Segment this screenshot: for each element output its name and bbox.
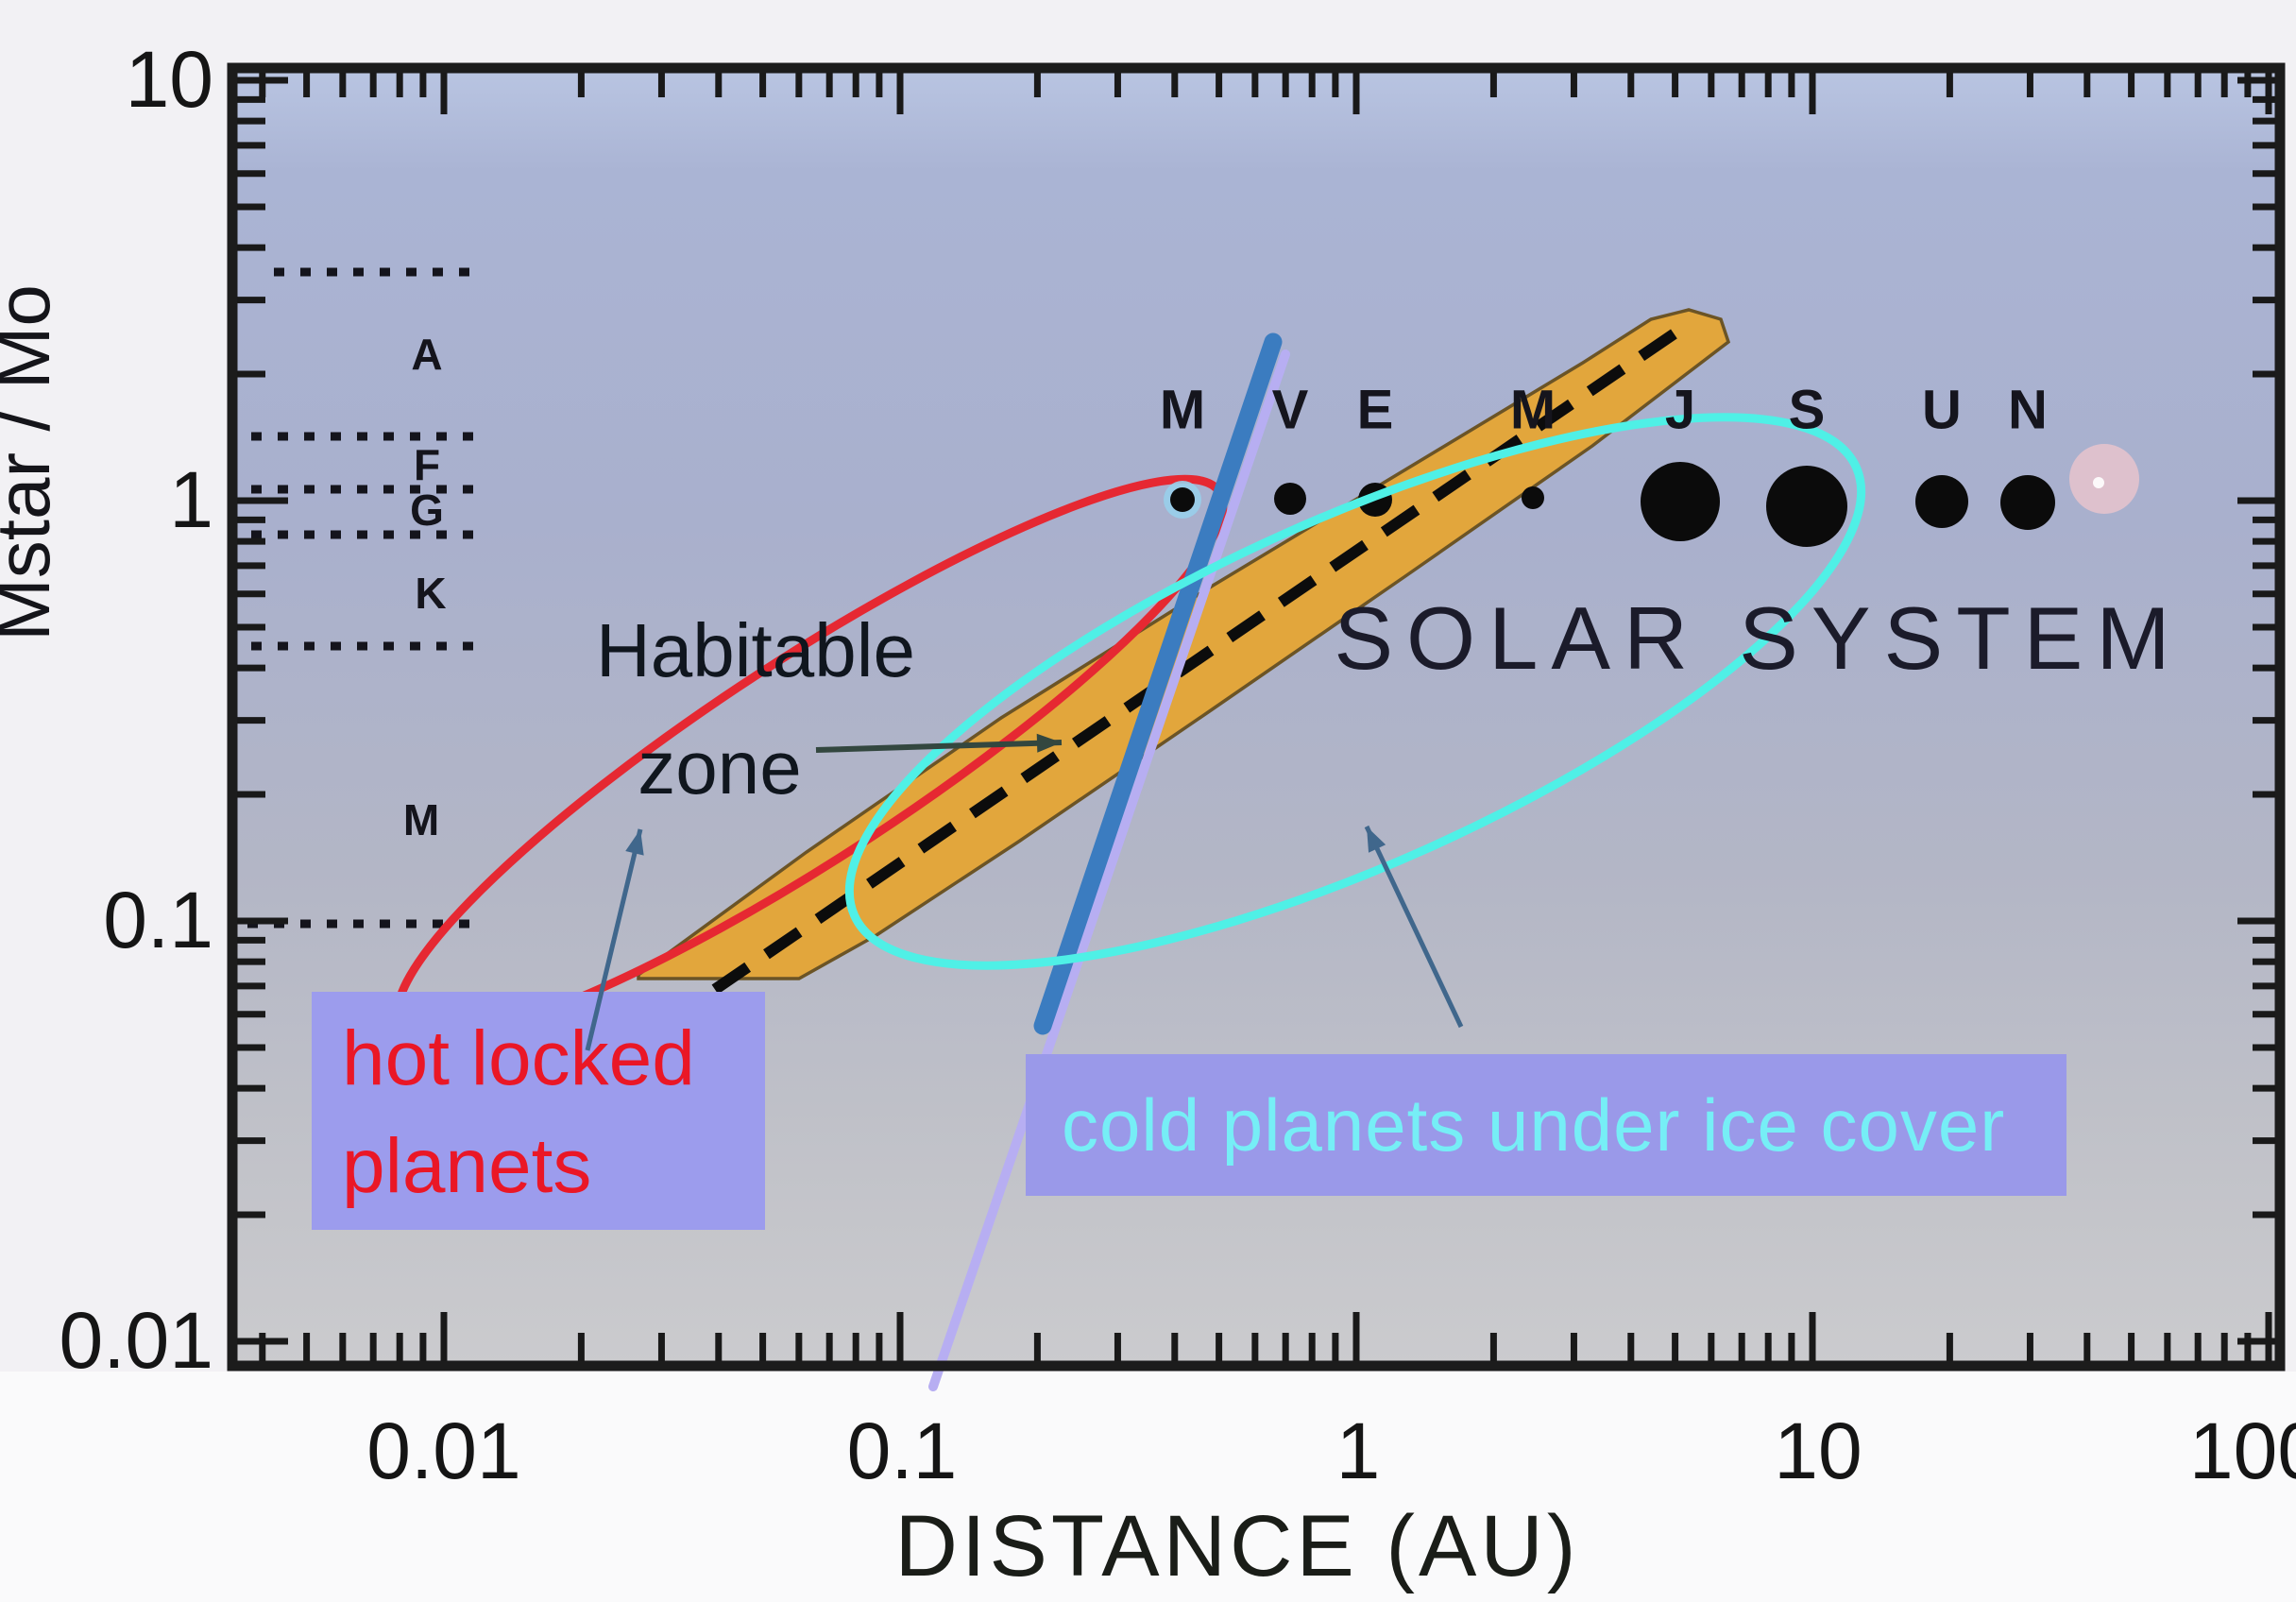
plot-frame bbox=[227, 62, 2286, 1372]
pale-pink-blob bbox=[2069, 444, 2139, 514]
spectral-class-label-K: K bbox=[415, 569, 446, 618]
cold-ice-arrow-shaft bbox=[1364, 825, 1464, 1029]
habitable-zone-arrow-head bbox=[1036, 733, 1062, 753]
hot-locked-arrow-head bbox=[625, 829, 644, 856]
y-tick-label-0.1: 0.1 bbox=[103, 876, 213, 964]
planet-letter-mars: M bbox=[1510, 380, 1556, 441]
y-tick-label-10: 10 bbox=[126, 35, 213, 124]
planet-letter-neptune: N bbox=[2008, 380, 2048, 441]
y-tick-label-1: 1 bbox=[169, 455, 213, 544]
solar-system-label: SOLAR SYSTEM bbox=[1334, 588, 2183, 688]
planet-dot-uranus bbox=[1915, 475, 1968, 528]
planet-letter-venus: V bbox=[1272, 380, 1309, 441]
habitable-zone-label-line1: Habitable bbox=[596, 608, 915, 692]
planet-letter-saturn: S bbox=[1789, 380, 1826, 441]
bottom-margin bbox=[0, 1372, 2296, 1602]
habitable-zone-label-line2: zone bbox=[638, 725, 801, 810]
blue-line bbox=[1033, 332, 1283, 1035]
habitable-zone-arrow-shaft bbox=[815, 740, 1063, 753]
diagonal-lines-layer bbox=[928, 332, 1290, 1391]
planet-letter-jupiter: J bbox=[1665, 380, 1695, 441]
x-tick-label-1: 1 bbox=[1336, 1406, 1381, 1495]
x-tick-label-0.1: 0.1 bbox=[847, 1406, 958, 1495]
x-tick-label-10: 10 bbox=[1774, 1406, 1862, 1495]
hot-locked-label-line1: hot locked bbox=[342, 1015, 695, 1101]
planet-dot-venus bbox=[1274, 483, 1306, 515]
x-tick-label-0.01: 0.01 bbox=[366, 1406, 521, 1495]
cold-ice-ellipse-layer bbox=[844, 413, 1866, 970]
cold-ice-ellipse bbox=[844, 413, 1866, 970]
spectral-class-label-G: G bbox=[410, 486, 444, 535]
x-tick-label-100: 100 bbox=[2189, 1406, 2296, 1495]
habitable-zone-pointer-arrow bbox=[815, 733, 1063, 753]
planet-letter-uranus: U bbox=[1922, 380, 1962, 441]
y-tick-label-0.01: 0.01 bbox=[60, 1296, 214, 1385]
planet-dot-neptune bbox=[2000, 475, 2055, 530]
hot-locked-label-line2: planets bbox=[342, 1123, 591, 1209]
cold-ice-label: cold planets under ice cover bbox=[1062, 1083, 2005, 1167]
hot-locked-callout-box bbox=[312, 992, 765, 1230]
y-axis-title: Mstar / Mo bbox=[0, 284, 65, 641]
planet-dot-saturn bbox=[1766, 466, 1847, 547]
spectral-boundary-lines: A FGK M bbox=[247, 267, 478, 929]
spectral-class-label-F: F bbox=[414, 440, 440, 489]
pale-pink-blob-speck bbox=[2093, 477, 2104, 488]
axes-layer: 0.01 0.1 1 10 100 10 1 0.1 0.01 bbox=[60, 35, 2296, 1495]
cold-ice-arrow-head bbox=[1367, 827, 1386, 853]
planet-dot-mercury bbox=[1170, 487, 1195, 512]
planet-dot-jupiter bbox=[1641, 462, 1720, 541]
planet-letter-earth: E bbox=[1357, 380, 1394, 441]
spectral-class-label-A: A bbox=[411, 330, 442, 379]
lavender-line bbox=[928, 349, 1290, 1391]
hot-locked-arrow-shaft bbox=[585, 828, 643, 1051]
planet-letter-mercury: M bbox=[1160, 380, 1205, 441]
spectral-class-label-M: M bbox=[403, 795, 439, 844]
planet-dot-mars bbox=[1522, 486, 1544, 509]
x-axis-title: DISTANCE (AU) bbox=[895, 1498, 1580, 1594]
planet-dots-layer bbox=[1164, 444, 2139, 547]
callout-arrows-layer bbox=[585, 825, 1464, 1051]
cold-ice-callout-box bbox=[1026, 1054, 2066, 1196]
